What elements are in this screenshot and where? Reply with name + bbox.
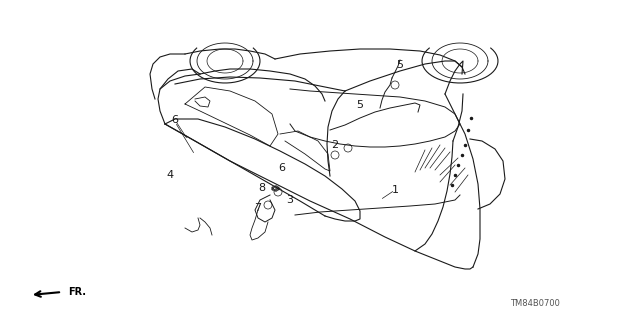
- Text: 8: 8: [259, 183, 266, 193]
- Text: 2: 2: [332, 140, 339, 150]
- Text: 4: 4: [166, 170, 173, 180]
- Text: 5: 5: [356, 100, 364, 110]
- Text: FR.: FR.: [68, 287, 86, 297]
- Text: 5: 5: [397, 60, 403, 70]
- Text: 3: 3: [287, 195, 294, 205]
- Text: 1: 1: [392, 185, 399, 195]
- Text: 6: 6: [172, 115, 179, 125]
- Text: 6: 6: [278, 163, 285, 173]
- Text: TM84B0700: TM84B0700: [510, 300, 560, 308]
- Text: 7: 7: [255, 203, 262, 213]
